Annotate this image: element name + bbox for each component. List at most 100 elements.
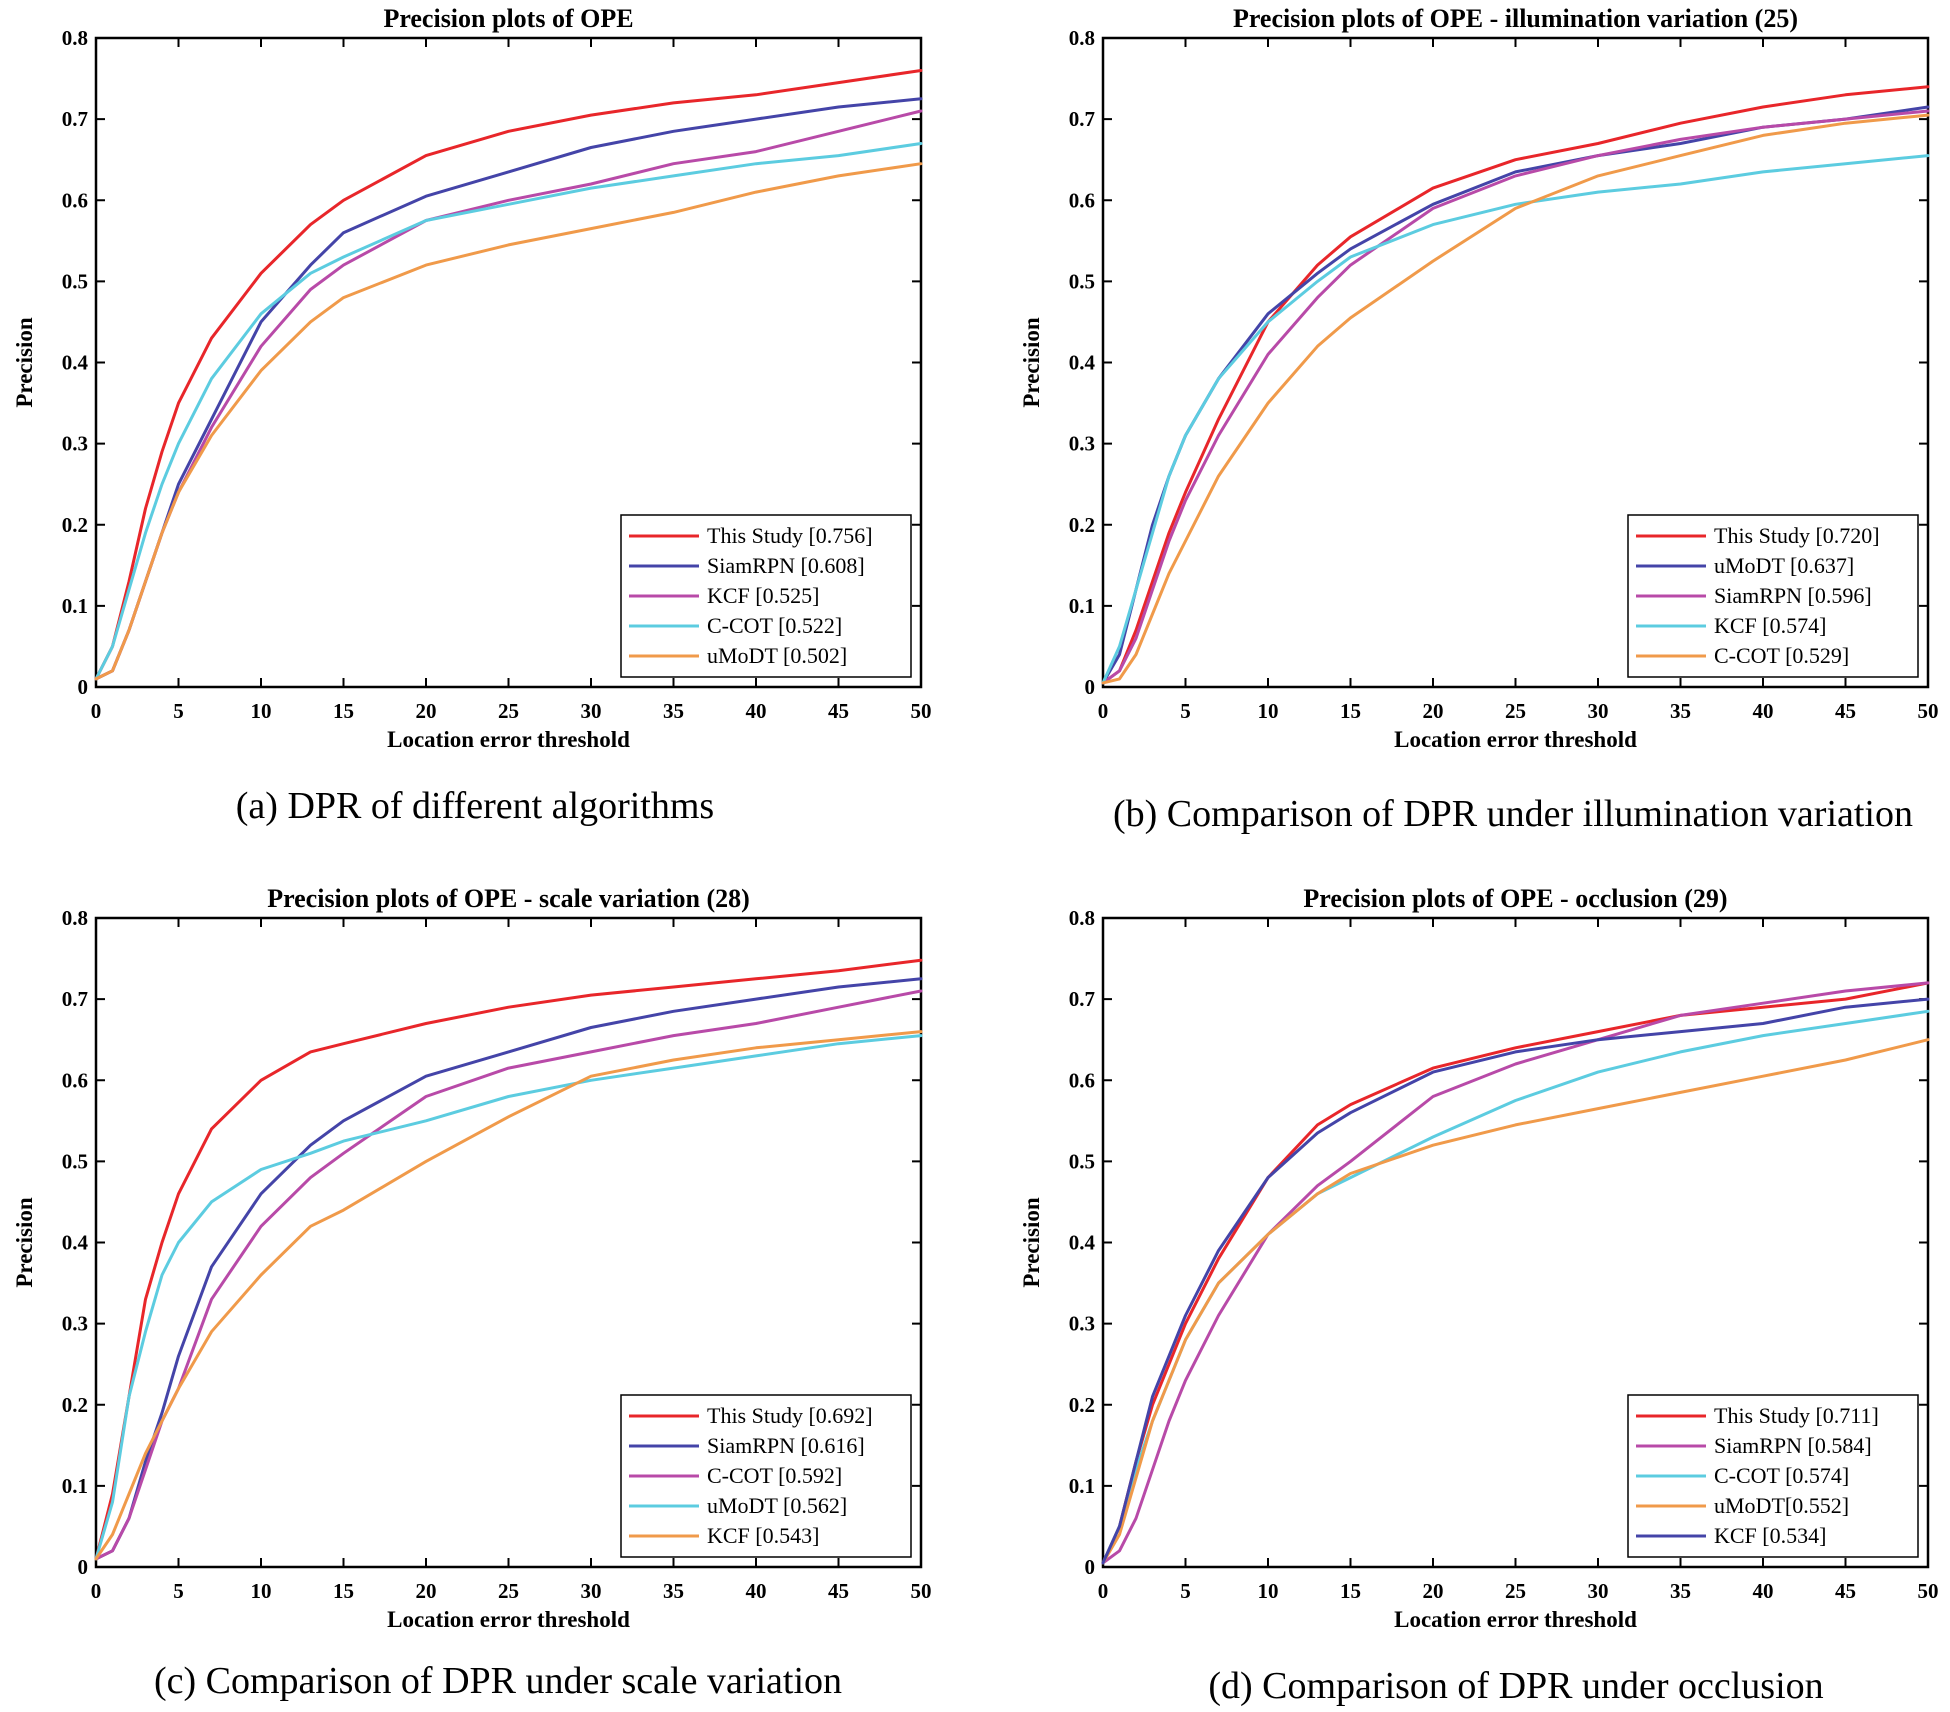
series-line-5 (1101, 113, 1930, 685)
y-axis-label: Precision (12, 1197, 37, 1287)
y-tick-label: 0.2 (62, 513, 88, 537)
figure-caption: (a) DPR of different algorithms (236, 785, 714, 827)
legend-entry-1: This Study [0.692] (707, 1403, 873, 1428)
chart-panel-4: 0 5 10 15 20 25 30 35 40 45 50 0 0.1 0.2 0.3 0.4 0.5 0.6 0… (1019, 884, 1939, 1707)
x-tick-label: 15 (1340, 1579, 1361, 1603)
y-tick-label: 0.2 (62, 1393, 88, 1417)
y-tick-label: 0.4 (62, 1231, 89, 1255)
series-line-3 (1101, 109, 1930, 685)
x-tick-label: 5 (173, 699, 184, 723)
legend-entry-5: C-COT [0.529] (1714, 643, 1849, 668)
x-tick-label: 25 (1505, 699, 1526, 723)
x-axis-label: Location error threshold (387, 727, 630, 752)
chart-panel-1: 0 5 10 15 20 25 30 35 40 45 50 0 0.1 0.2 0.3 0.4 0.5 0.6 0… (12, 4, 932, 827)
legend: This Study [0.756] SiamRPN [0.608] KCF [0.… (620, 514, 912, 678)
legend-entry-1: This Study [0.756] (707, 523, 873, 548)
x-tick-label: 0 (91, 1579, 102, 1603)
y-tick-label: 0.4 (1069, 351, 1096, 375)
legend-entry-3: KCF [0.525] (707, 583, 819, 608)
y-tick-label: 0.3 (1069, 1312, 1095, 1336)
figure-caption: (b) Comparison of DPR under illumination… (1113, 793, 1913, 835)
x-tick-label: 30 (1588, 1579, 1609, 1603)
x-tick-label: 45 (828, 699, 849, 723)
x-tick-label: 35 (1670, 699, 1691, 723)
legend-entry-1: This Study [0.711] (1714, 1403, 1879, 1428)
y-tick-label: 0.6 (1069, 188, 1095, 212)
chart-panel-3: 0 5 10 15 20 25 30 35 40 45 50 0 0.1 0.2 0.3 0.4 0.5 0.6 0… (12, 884, 932, 1702)
y-tick-label: 0.8 (62, 26, 88, 50)
x-tick-label: 35 (663, 1579, 684, 1603)
y-tick-label: 0.8 (1069, 906, 1095, 930)
y-tick-label: 0.5 (62, 1149, 88, 1173)
y-tick-label: 0.1 (1069, 1474, 1095, 1498)
x-axis-label: Location error threshold (1394, 727, 1637, 752)
y-tick-label: 0.6 (1069, 1068, 1095, 1092)
x-axis-label: Location error threshold (1394, 1607, 1637, 1632)
series-line-4 (94, 1034, 923, 1561)
x-tick-label: 35 (1670, 1579, 1691, 1603)
x-tick-label: 5 (1180, 1579, 1191, 1603)
x-tick-label: 10 (251, 1579, 272, 1603)
y-tick-label: 0 (1085, 675, 1096, 699)
legend-entry-4: C-COT [0.522] (707, 613, 842, 638)
x-tick-label: 0 (1098, 1579, 1109, 1603)
x-tick-label: 50 (911, 1579, 932, 1603)
y-axis-label: Precision (12, 317, 37, 407)
y-tick-label: 0.7 (1069, 987, 1095, 1011)
chart-title: Precision plots of OPE - scale variation… (267, 884, 750, 913)
legend: This Study [0.720] uMoDT [0.637] SiamRPN [… (1627, 514, 1919, 678)
x-tick-label: 15 (333, 1579, 354, 1603)
x-tick-label: 25 (1505, 1579, 1526, 1603)
x-tick-label: 0 (1098, 699, 1109, 723)
legend-entry-3: C-COT [0.592] (707, 1463, 842, 1488)
legend: This Study [0.692] SiamRPN [0.616] C-COT [… (620, 1394, 912, 1558)
series-line-4 (1101, 1038, 1930, 1565)
y-tick-label: 0.7 (62, 987, 88, 1011)
y-tick-label: 0.5 (1069, 269, 1095, 293)
chart-title: Precision plots of OPE - occlusion (29) (1303, 884, 1727, 913)
chart-title: Precision plots of OPE - illumination va… (1233, 4, 1798, 33)
legend: This Study [0.711] SiamRPN [0.584] C-COT [… (1627, 1394, 1919, 1558)
legend-entry-4: KCF [0.574] (1714, 613, 1826, 638)
x-tick-label: 10 (251, 699, 272, 723)
x-tick-label: 50 (1918, 1579, 1939, 1603)
legend-entry-5: KCF [0.534] (1714, 1523, 1826, 1548)
x-tick-label: 20 (416, 1579, 437, 1603)
x-tick-label: 40 (1753, 699, 1774, 723)
y-tick-label: 0.7 (1069, 107, 1095, 131)
series-line-1 (94, 69, 923, 681)
x-tick-label: 40 (746, 1579, 767, 1603)
y-tick-label: 0.8 (1069, 26, 1095, 50)
y-tick-label: 0.2 (1069, 1393, 1095, 1417)
y-axis-label: Precision (1019, 1197, 1044, 1287)
y-tick-label: 0 (1085, 1555, 1096, 1579)
x-tick-label: 20 (1423, 699, 1444, 723)
y-tick-label: 0.5 (62, 269, 88, 293)
figure-caption: (c) Comparison of DPR under scale variat… (154, 1660, 842, 1702)
y-tick-label: 0.4 (1069, 1231, 1096, 1255)
y-tick-label: 0 (78, 1555, 89, 1579)
y-tick-label: 0.4 (62, 351, 89, 375)
x-tick-label: 30 (1588, 699, 1609, 723)
y-tick-label: 0.1 (62, 594, 88, 618)
series-line-5 (94, 162, 923, 681)
y-tick-label: 0.8 (62, 906, 88, 930)
x-tick-label: 20 (416, 699, 437, 723)
x-tick-label: 45 (1835, 1579, 1856, 1603)
series-line-5 (94, 1030, 923, 1561)
x-tick-label: 45 (1835, 699, 1856, 723)
legend-entry-3: C-COT [0.574] (1714, 1463, 1849, 1488)
chart-panel-2: 0 5 10 15 20 25 30 35 40 45 50 0 0.1 0.2 0.3 0.4 0.5 0.6 0… (1019, 4, 1939, 835)
y-tick-label: 0.2 (1069, 513, 1095, 537)
x-tick-label: 25 (498, 699, 519, 723)
x-tick-label: 10 (1258, 699, 1279, 723)
series-line-5 (1101, 997, 1930, 1565)
x-tick-label: 0 (91, 699, 102, 723)
x-tick-label: 50 (1918, 699, 1939, 723)
x-tick-label: 10 (1258, 1579, 1279, 1603)
legend-entry-2: SiamRPN [0.584] (1714, 1433, 1872, 1458)
y-axis-label: Precision (1019, 317, 1044, 407)
legend-entry-4: uMoDT [0.562] (707, 1493, 847, 1518)
series-line-3 (94, 989, 923, 1561)
legend-entry-4: uMoDT[0.552] (1714, 1493, 1849, 1518)
